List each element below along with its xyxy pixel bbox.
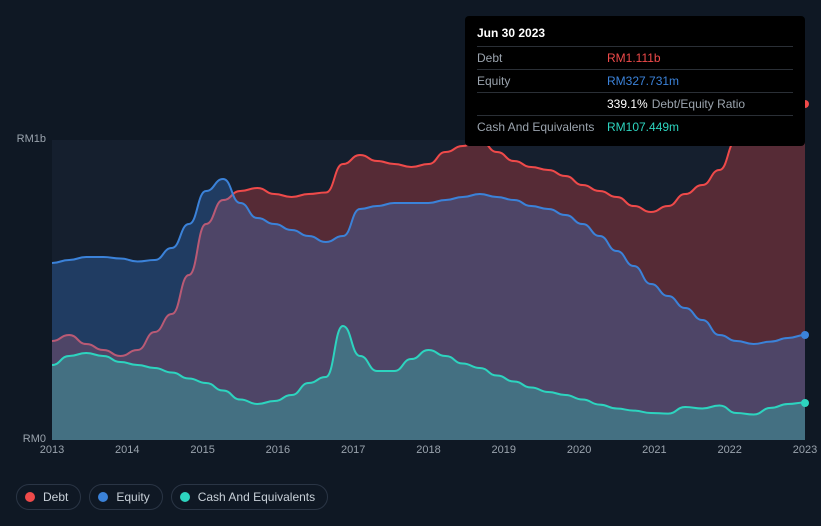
x-axis-label: 2018 [416, 444, 440, 456]
x-axis-label: 2021 [642, 444, 666, 456]
x-axis-label: 2017 [341, 444, 365, 456]
x-axis-label: 2014 [115, 444, 139, 456]
y-axis-label: RM1b [16, 133, 46, 145]
tooltip-row: 339.1%Debt/Equity Ratio [477, 92, 793, 115]
cash-legend-dot [180, 492, 190, 502]
x-axis-label: 2019 [492, 444, 516, 456]
x-axis: 2013201420152016201720182019202020212022… [52, 444, 805, 460]
x-axis-label: 2016 [266, 444, 290, 456]
tooltip-row: DebtRM1.111b [477, 46, 793, 69]
tooltip-row: EquityRM327.731m [477, 69, 793, 92]
x-axis-label: 2020 [567, 444, 591, 456]
chart-area: RM1bRM0 20132014201520162017201820192020… [16, 126, 805, 456]
x-axis-label: 2022 [717, 444, 741, 456]
x-axis-label: 2023 [793, 444, 817, 456]
legend-item-equity[interactable]: Equity [89, 484, 162, 510]
chart-svg [52, 140, 805, 440]
tooltip-date: Jun 30 2023 [477, 24, 793, 42]
debt-legend-dot [25, 492, 35, 502]
tooltip-row-label [477, 95, 607, 113]
legend-item-debt[interactable]: Debt [16, 484, 81, 510]
tooltip-row-label: Equity [477, 72, 607, 90]
equity-legend-dot [98, 492, 108, 502]
tooltip-row-value: RM327.731m [607, 72, 679, 90]
legend-item-cash[interactable]: Cash And Equivalents [171, 484, 328, 510]
legend-label: Equity [116, 490, 149, 504]
legend-label: Debt [43, 490, 68, 504]
equity-end-dot [801, 331, 809, 339]
tooltip-row-value: RM1.111b [607, 49, 661, 67]
tooltip-row-label: Debt [477, 49, 607, 67]
tooltip-row-suffix: Debt/Equity Ratio [652, 97, 745, 111]
tooltip-row-label: Cash And Equivalents [477, 118, 607, 136]
chart-plot[interactable] [52, 140, 805, 440]
legend-label: Cash And Equivalents [198, 490, 315, 504]
tooltip-row: Cash And EquivalentsRM107.449m [477, 115, 793, 138]
x-axis-label: 2013 [40, 444, 64, 456]
chart-tooltip: Jun 30 2023 DebtRM1.111bEquityRM327.731m… [465, 16, 805, 146]
tooltip-row-value: RM107.449m [607, 118, 679, 136]
cash-end-dot [801, 399, 809, 407]
x-axis-label: 2015 [190, 444, 214, 456]
legend: Debt Equity Cash And Equivalents [16, 484, 328, 510]
tooltip-row-value: 339.1%Debt/Equity Ratio [607, 95, 745, 113]
